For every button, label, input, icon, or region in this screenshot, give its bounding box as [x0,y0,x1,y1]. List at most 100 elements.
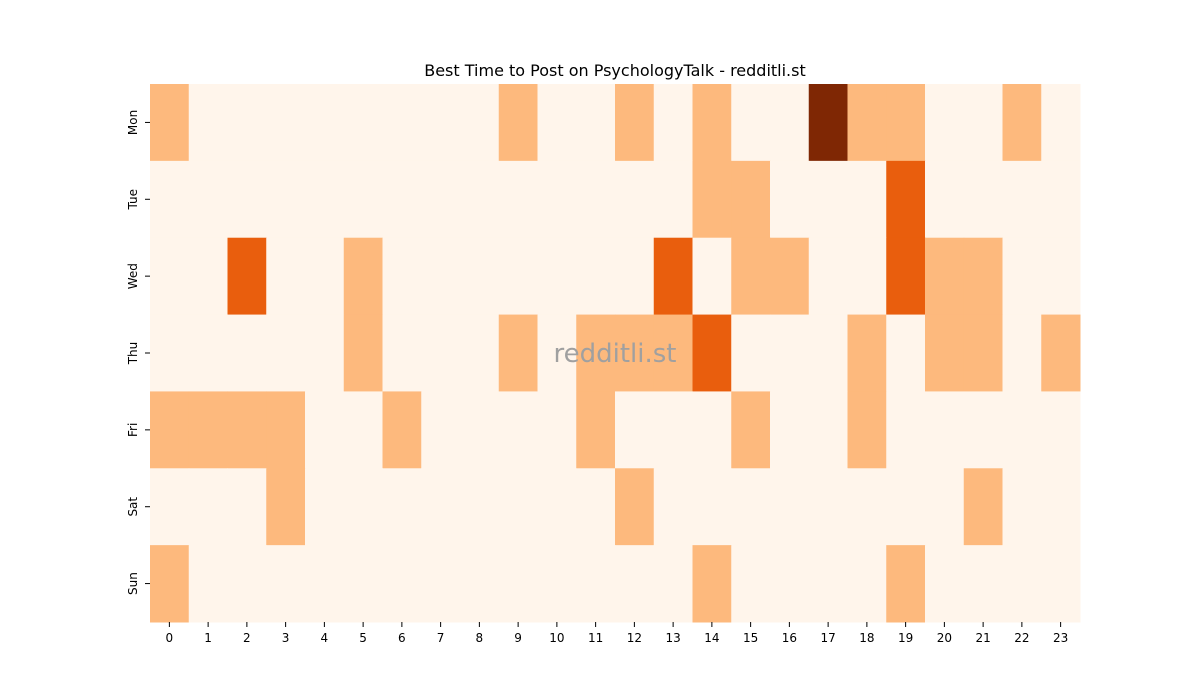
heatmap-cell-tue-14 [692,160,732,239]
y-axis: Mon Tue Wed Thu Fri Sat Sun [126,110,150,595]
heatmap-cell-sun-13 [653,545,693,623]
x-tick-label: 10 [549,631,564,645]
heatmap-cell-tue-8 [460,160,500,239]
heatmap-cell-mon-22 [1002,84,1042,162]
heatmap-cell-fri-12 [615,391,655,469]
heatmap-cell-tue-4 [305,160,345,239]
heatmap-cell-wed-13 [653,237,693,316]
y-tick-label: Wed [126,263,140,289]
x-tick-label: 19 [898,631,913,645]
heatmap-cell-sat-9 [498,468,538,546]
x-tick-label: 14 [704,631,719,645]
y-tick-label: Sat [126,497,140,517]
heatmap-cell-sat-23 [1041,468,1081,546]
x-tick-label: 0 [166,631,174,645]
x-tick-label: 6 [398,631,406,645]
heatmap-cell-wed-1 [188,237,228,316]
heatmap-cell-mon-17 [808,84,848,162]
heatmap-cells [150,84,1081,623]
heatmap-cell-mon-13 [653,84,693,162]
heatmap-cell-fri-4 [305,391,345,469]
heatmap-cell-thu-7 [421,314,461,392]
heatmap-cell-sun-17 [808,545,848,623]
heatmap-cell-thu-18 [847,314,887,392]
y-tick-label: Fri [126,423,140,437]
heatmap-cell-sat-3 [266,468,306,546]
heatmap-cell-sun-11 [576,545,616,623]
heatmap-cell-mon-5 [343,84,383,162]
heatmap-cell-sat-17 [808,468,848,546]
heatmap-cell-wed-14 [692,237,732,316]
heatmap-cell-sun-20 [925,545,965,623]
heatmap-cell-sat-14 [692,468,732,546]
heatmap-cell-fri-1 [188,391,228,469]
heatmap-cell-wed-0 [150,237,190,316]
heatmap-cell-mon-0 [150,84,190,162]
heatmap-cell-sun-23 [1041,545,1081,623]
x-tick-label: 22 [1014,631,1029,645]
heatmap-cell-tue-21 [963,160,1003,239]
heatmap-cell-fri-21 [963,391,1003,469]
heatmap-cell-thu-8 [460,314,500,392]
heatmap-cell-wed-19 [886,237,926,316]
heatmap-cell-fri-10 [537,391,577,469]
x-tick-label: 23 [1053,631,1068,645]
heatmap-cell-sun-6 [382,545,422,623]
heatmap-cell-mon-19 [886,84,926,162]
chart-title: Best Time to Post on PsychologyTalk - re… [424,61,806,80]
heatmap-cell-sun-9 [498,545,538,623]
heatmap-cell-fri-14 [692,391,732,469]
heatmap-cell-sun-10 [537,545,577,623]
heatmap-cell-wed-12 [615,237,655,316]
heatmap-cell-tue-18 [847,160,887,239]
heatmap-cell-mon-15 [731,84,771,162]
heatmap-cell-wed-7 [421,237,461,316]
heatmap-cell-sat-0 [150,468,190,546]
x-tick-label: 5 [359,631,367,645]
y-tick-label: Tue [126,189,140,211]
heatmap-cell-fri-15 [731,391,771,469]
heatmap-cell-wed-9 [498,237,538,316]
heatmap-cell-sat-15 [731,468,771,546]
heatmap-cell-tue-23 [1041,160,1081,239]
y-tick-label: Sun [126,572,140,595]
heatmap-cell-sat-12 [615,468,655,546]
heatmap-cell-wed-11 [576,237,616,316]
heatmap-cell-fri-7 [421,391,461,469]
heatmap-cell-sun-21 [963,545,1003,623]
heatmap-cell-tue-11 [576,160,616,239]
heatmap-cell-mon-4 [305,84,345,162]
heatmap-cell-sun-0 [150,545,190,623]
heatmap-cell-mon-18 [847,84,887,162]
heatmap-cell-thu-10 [537,314,577,392]
heatmap-cell-mon-11 [576,84,616,162]
heatmap-cell-mon-6 [382,84,422,162]
y-tick-label: Thu [126,342,140,366]
heatmap-cell-sat-11 [576,468,616,546]
heatmap-cell-fri-23 [1041,391,1081,469]
heatmap-cell-sun-2 [227,545,267,623]
heatmap-cell-tue-2 [227,160,267,239]
heatmap-cell-mon-23 [1041,84,1081,162]
heatmap-cell-sat-22 [1002,468,1042,546]
heatmap-cell-sat-1 [188,468,228,546]
heatmap-cell-mon-14 [692,84,732,162]
x-tick-label: 8 [476,631,484,645]
heatmap-cell-sun-3 [266,545,306,623]
heatmap-cell-sat-20 [925,468,965,546]
heatmap-cell-tue-20 [925,160,965,239]
heatmap-cell-sat-19 [886,468,926,546]
heatmap-cell-sat-10 [537,468,577,546]
heatmap-cell-wed-10 [537,237,577,316]
heatmap-cell-fri-13 [653,391,693,469]
heatmap-cell-fri-17 [808,391,848,469]
heatmap-cell-mon-12 [615,84,655,162]
heatmap-cell-sat-5 [343,468,383,546]
heatmap-cell-tue-15 [731,160,771,239]
heatmap-cell-wed-5 [343,237,383,316]
heatmap-cell-sun-15 [731,545,771,623]
heatmap-cell-tue-10 [537,160,577,239]
heatmap-cell-sun-7 [421,545,461,623]
heatmap-cell-thu-21 [963,314,1003,392]
heatmap-cell-tue-3 [266,160,306,239]
